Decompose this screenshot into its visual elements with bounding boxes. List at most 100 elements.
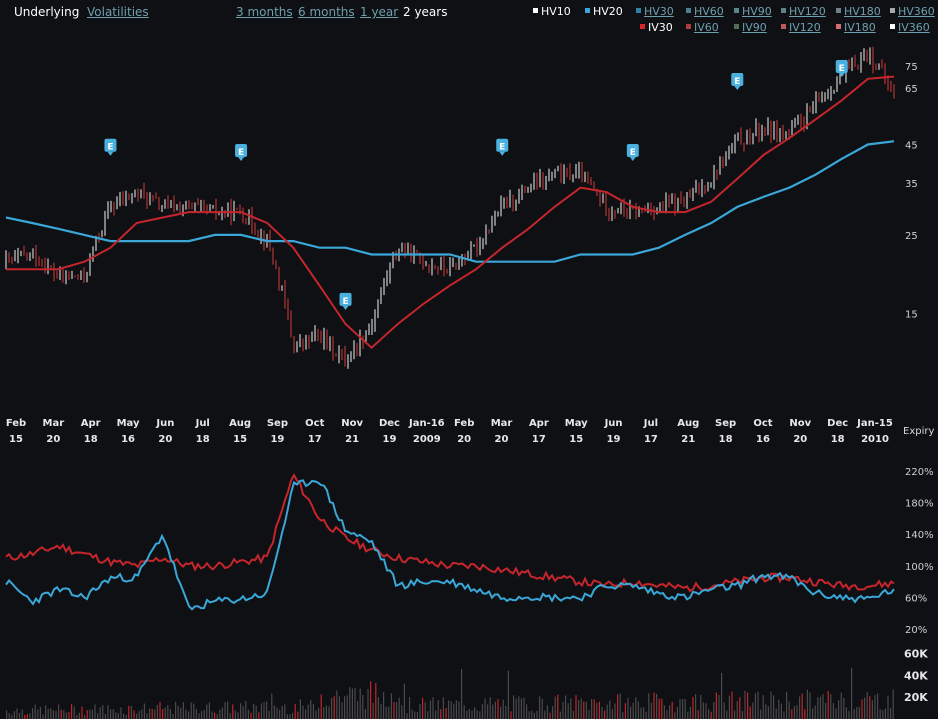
earnings-marker[interactable]: E [835,60,848,77]
volume-bar [141,709,143,719]
hv10-swatch [533,8,538,13]
legend-hv120[interactable]: HV120 [781,5,826,18]
earnings-marker-pointer [499,151,506,156]
x-axis-month: Jun [604,418,623,429]
legend-hv180[interactable]: HV180 [836,5,881,18]
x-axis-day: 21 [345,434,359,445]
volume-bar [260,703,262,719]
x-axis-month: Apr [529,418,549,429]
volume-bar [630,706,632,719]
volume-bar [299,699,301,719]
volume-bar [26,714,28,719]
volume-bar [505,706,507,719]
volume-bar [650,702,652,719]
volume-bar [536,710,538,719]
volume-bar [450,701,452,719]
volume-bar [89,709,91,719]
toolbar: Underlying Volatilities 3 months 6 month… [0,0,938,38]
legend-hv60[interactable]: HV60 [686,5,724,18]
legend-iv30[interactable]: IV30 [640,21,673,34]
legend-hv10[interactable]: HV10 [533,5,571,18]
earnings-marker[interactable]: E [339,292,352,310]
volume-bar [367,689,369,719]
hv30-swatch [636,8,641,13]
iv30-line [5,473,895,593]
earnings-marker[interactable]: E [626,143,639,161]
volume-bar [406,713,408,719]
volume-bar [307,704,309,719]
legend-hv360[interactable]: HV360 [890,5,935,18]
volume-bar [744,690,746,719]
volume-bar [6,710,8,719]
earnings-marker[interactable]: E [104,138,117,156]
volume-bar [487,704,489,719]
volume-bar [97,713,99,719]
legend-iv360[interactable]: IV360 [890,21,930,34]
volume-bar [58,704,60,719]
earnings-marker-box [104,138,117,152]
legend-iv60[interactable]: IV60 [686,21,719,34]
tab-underlying[interactable]: Underlying [14,5,80,19]
volume-bar [518,696,520,719]
volume-bar [747,692,749,719]
earnings-marker[interactable]: E [235,143,248,161]
legend-hv90[interactable]: HV90 [734,5,772,18]
legend-hv60-label: HV60 [694,5,724,18]
volume-bar [52,710,54,719]
legend-hv20[interactable]: HV20 [585,5,623,18]
volume-bar [336,690,338,719]
volume-bar [572,710,574,719]
volume-bar [245,700,247,719]
volume-bar [739,697,741,719]
volume-bar [689,706,691,719]
volume-bar [715,692,717,719]
volume-bar [705,703,707,719]
volume-bar [520,698,522,719]
volume-bar [656,693,658,719]
volume-bar [869,696,871,719]
legend-iv180-label: IV180 [844,21,876,34]
volume-bar [268,710,270,719]
volume-bar [136,713,138,719]
x-axis-day: 18 [719,434,733,445]
volume-bar [21,709,23,719]
volume-bar [146,713,148,719]
iv180-swatch [836,24,841,29]
volume-bar [227,701,229,719]
range-6-months[interactable]: 6 months [298,5,355,19]
x-axis-month: Nov [341,418,363,429]
volume-bar [276,707,278,719]
volume-bar [29,713,31,719]
expiry-label[interactable]: Expiry [903,426,934,437]
volume-bar [507,670,509,719]
legend-iv120[interactable]: IV120 [781,21,821,34]
range-2-years[interactable]: 2 years [403,5,448,19]
iv120-swatch [781,24,786,29]
volume-bar [710,711,712,719]
volume-bar [47,708,49,719]
volume-bar [201,711,203,719]
volume-bar [760,709,762,719]
volume-bar [448,700,450,719]
legend-iv90[interactable]: IV90 [734,21,767,34]
range-1-year[interactable]: 1 year [360,5,399,19]
x-axis-day: 15 [233,434,247,445]
volume-bar [349,687,351,719]
legend-iv180[interactable]: IV180 [836,21,876,34]
earnings-marker[interactable]: E [731,73,744,91]
legend-hv30[interactable]: HV30 [636,5,674,18]
volume-bar [801,693,803,719]
earnings-marker-box [235,143,248,157]
x-axis-month: May [565,418,588,429]
volume-bar [565,695,567,719]
x-axis-day: 19 [270,434,284,445]
volume-bar [383,692,385,719]
tab-volatilities[interactable]: Volatilities [87,5,149,19]
volume-bar [741,710,743,719]
volume-bar [767,706,769,719]
legend-iv60-label: IV60 [694,21,719,34]
volume-bar [110,709,112,719]
volume-bar [255,705,257,719]
range-3-months[interactable]: 3 months [236,5,293,19]
earnings-marker[interactable]: E [496,138,509,156]
